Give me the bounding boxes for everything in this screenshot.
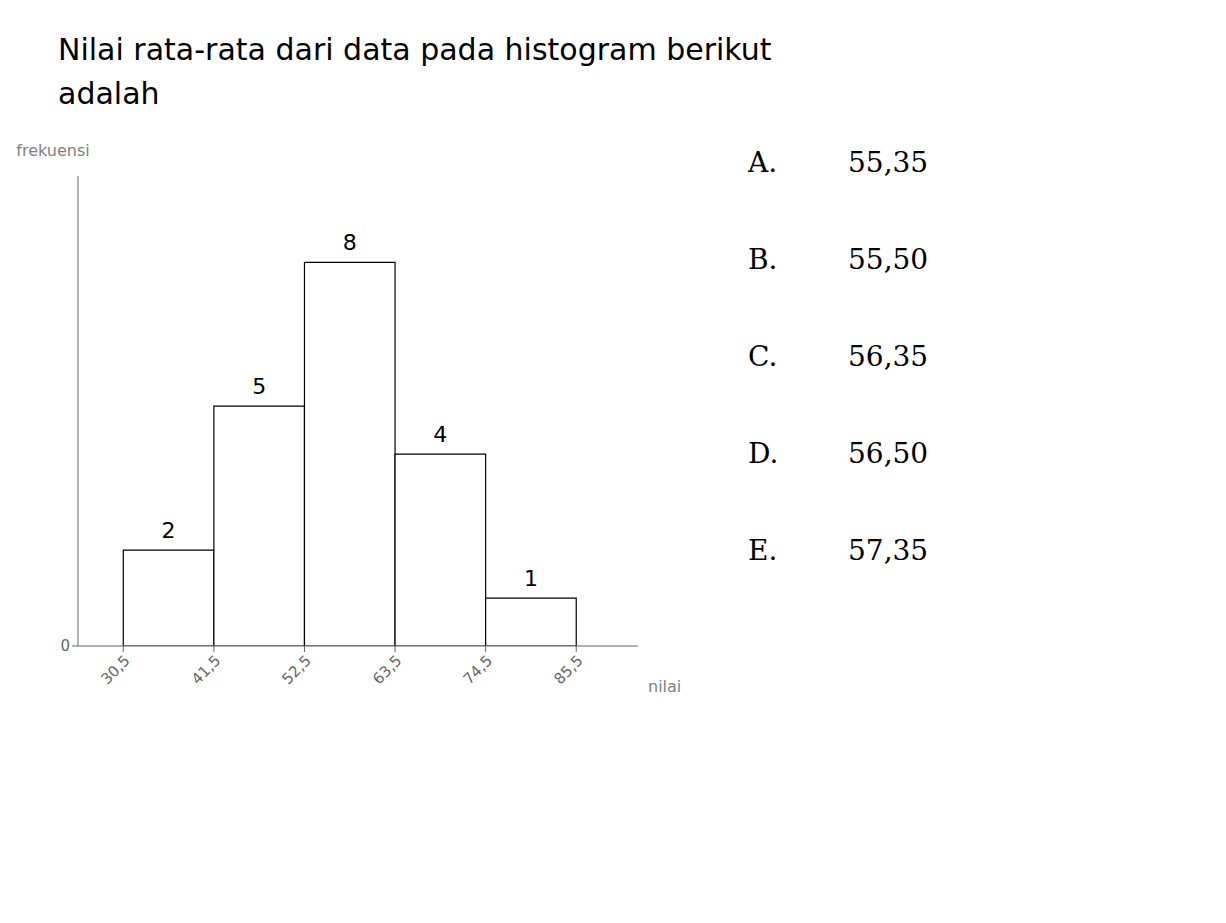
html-text:D.: D. <box>748 437 779 470</box>
html-text:A.: A. <box>748 146 778 179</box>
svg-text:5: 5 <box>252 374 266 399</box>
html-text:B.: B. <box>748 243 778 276</box>
svg-text:2: 2 <box>162 518 176 543</box>
svg-text:8: 8 <box>343 230 357 255</box>
svg-text:nilai: nilai <box>648 677 681 696</box>
html-text:C.: C. <box>748 340 778 373</box>
svg-text:74,5: 74,5 <box>460 652 496 688</box>
html-text:56,35: 56,35 <box>848 340 929 373</box>
html-text:56,50: 56,50 <box>848 437 929 470</box>
svg-text:0: 0 <box>60 637 70 655</box>
svg-text:52,5: 52,5 <box>278 652 314 688</box>
html-text:57,35: 57,35 <box>848 534 929 567</box>
html-text:Nilai rata-rata dari data pada: Nilai rata-rata dari data pada histogram… <box>58 32 772 67</box>
html-text:55,50: 55,50 <box>848 243 929 276</box>
html-text:E.: E. <box>748 534 778 567</box>
svg-text:1: 1 <box>524 566 538 591</box>
svg-text:63,5: 63,5 <box>369 652 405 688</box>
html-text:adalah: adalah <box>58 76 160 111</box>
svg-text:85,5: 85,5 <box>550 652 586 688</box>
svg-text:4: 4 <box>433 422 447 447</box>
svg-text:frekuensi: frekuensi <box>16 141 89 160</box>
svg-text:41,5: 41,5 <box>188 652 224 688</box>
html-text:55,35: 55,35 <box>848 146 929 179</box>
svg-text:30,5: 30,5 <box>97 652 133 688</box>
